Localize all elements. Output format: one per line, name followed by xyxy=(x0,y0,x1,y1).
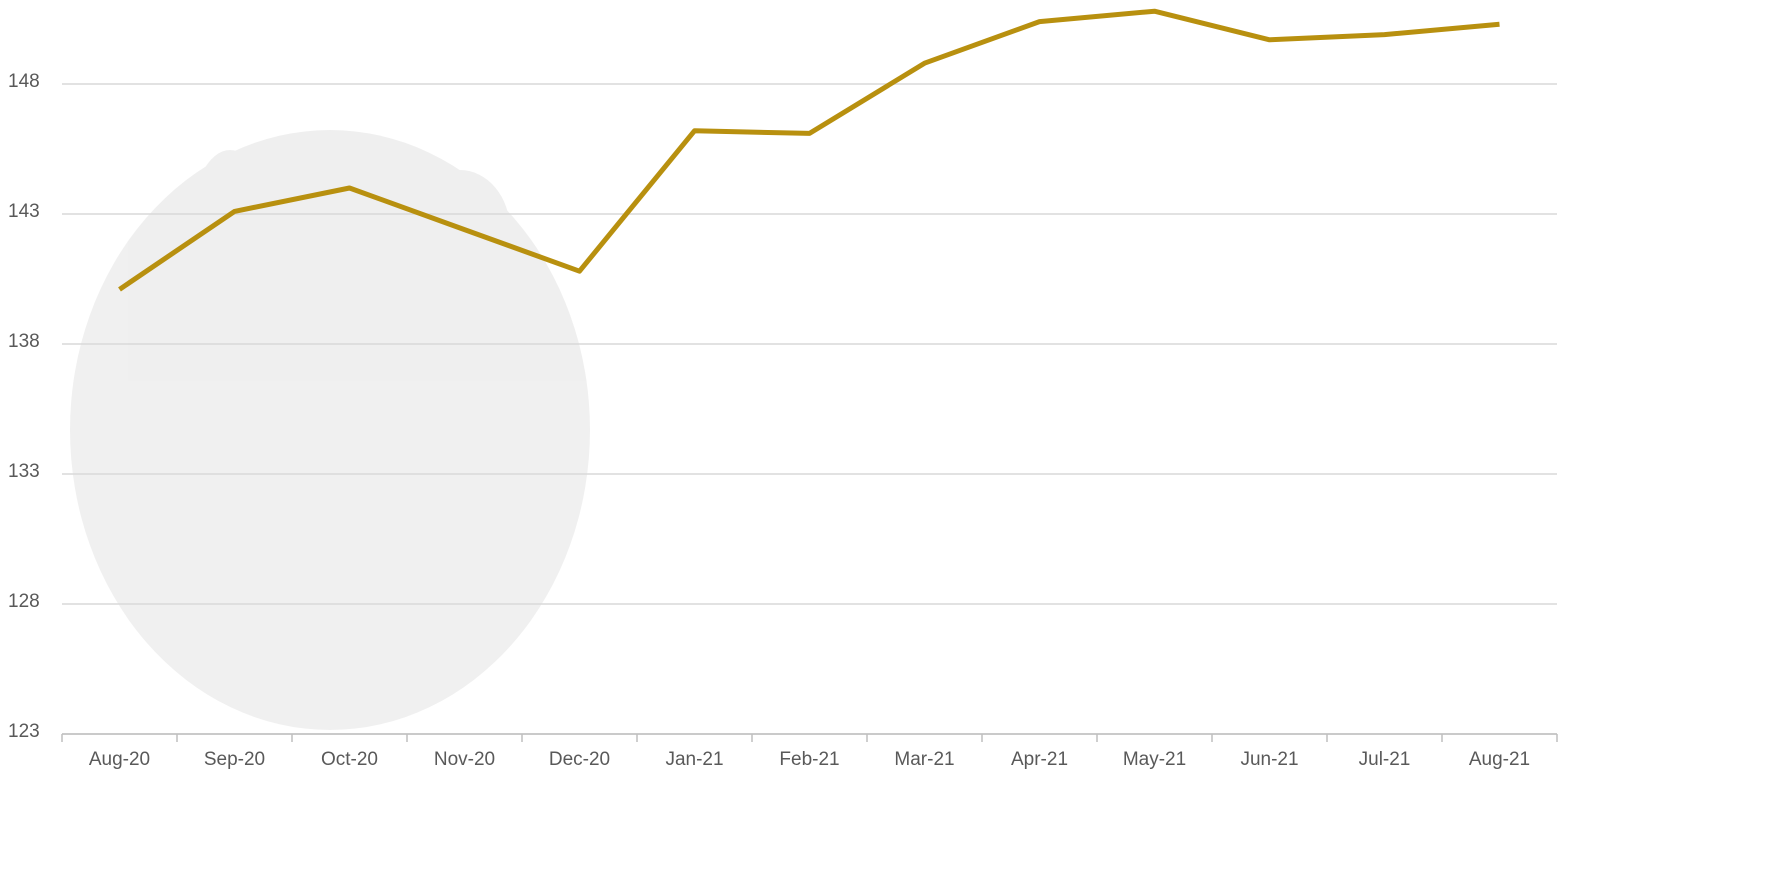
watermark xyxy=(70,130,590,730)
x-tick-label: Apr-21 xyxy=(1011,749,1068,770)
y-tick-label: 148 xyxy=(8,71,40,92)
x-tick-label: Jan-21 xyxy=(665,749,723,770)
y-tick-label: 138 xyxy=(8,331,40,352)
y-tick-label: 133 xyxy=(8,461,40,482)
y-tick-label: 123 xyxy=(8,721,40,742)
x-tick-label: Oct-20 xyxy=(321,749,378,770)
y-tick-label: 143 xyxy=(8,201,40,222)
x-tick-label: Aug-20 xyxy=(89,749,150,770)
x-tick-label: Feb-21 xyxy=(779,749,839,770)
y-tick-label: 128 xyxy=(8,591,40,612)
x-tick-label: Jul-21 xyxy=(1359,749,1411,770)
data-line xyxy=(118,8,1500,292)
x-tick-label: May-21 xyxy=(1123,749,1186,770)
x-tick-label: Dec-20 xyxy=(549,749,610,770)
x-tick-label: Aug-21 xyxy=(1469,749,1530,770)
x-tick-label: Jun-21 xyxy=(1240,749,1298,770)
x-tick-label: Sep-20 xyxy=(204,749,265,770)
x-tick-label: Mar-21 xyxy=(894,749,954,770)
x-tick-label: Nov-20 xyxy=(434,749,495,770)
